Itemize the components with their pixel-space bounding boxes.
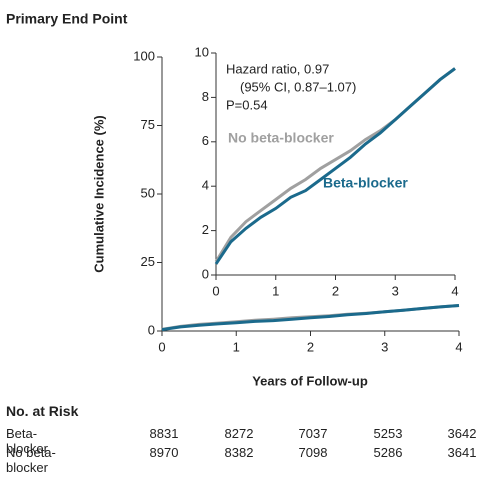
- risk-count: 8970: [149, 445, 179, 460]
- y-axis-label: Cumulative Incidence (%): [91, 115, 106, 272]
- x-tick-label: 1: [233, 339, 240, 354]
- series-line: [214, 67, 456, 265]
- risk-count: 8382: [224, 445, 254, 460]
- series-line: [161, 304, 460, 332]
- annotation: P=0.54: [226, 97, 268, 112]
- x-tick-label: 2: [332, 283, 339, 298]
- annotation: (95% CI, 0.87–1.07): [240, 79, 356, 94]
- series-label: No beta-blocker: [228, 130, 334, 146]
- chart: Primary End Point Cumulative Incidence (…: [6, 11, 463, 389]
- x-tick-label: 0: [158, 339, 165, 354]
- x-tick-label: 2: [307, 339, 314, 354]
- risk-count: 3642: [447, 426, 477, 441]
- x-tick-label: 3: [381, 339, 388, 354]
- risk-count: 5253: [373, 426, 403, 441]
- y-tick-label: 8: [202, 89, 209, 104]
- x-tick-label: 4: [455, 339, 462, 354]
- risk-count: 8272: [224, 426, 254, 441]
- y-tick-label: 10: [195, 44, 209, 59]
- risk-count: 5286: [373, 445, 403, 460]
- chart-title: Primary End Point: [6, 11, 128, 27]
- risk-title: No. at Risk: [6, 403, 79, 419]
- y-tick-label: 75: [141, 117, 155, 132]
- x-axis-label: Years of Follow-up: [252, 373, 368, 388]
- y-tick-label: 0: [202, 266, 209, 281]
- y-tick-label: 6: [202, 133, 209, 148]
- risk-count: 7037: [298, 426, 328, 441]
- x-tick-label: 1: [272, 283, 279, 298]
- y-tick-label: 2: [202, 222, 209, 237]
- y-tick-label: 4: [202, 178, 209, 193]
- series-label: Beta-blocker: [323, 175, 408, 191]
- annotation: Hazard ratio, 0.97: [226, 61, 329, 76]
- y-tick-label: 100: [133, 48, 155, 63]
- y-tick-label: 25: [141, 254, 155, 269]
- y-tick-label: 50: [141, 185, 155, 200]
- x-tick-label: 4: [451, 283, 458, 298]
- x-tick-label: 0: [212, 283, 219, 298]
- risk-row-label: Beta-blocker: [6, 426, 48, 456]
- y-tick-label: 0: [148, 322, 155, 337]
- x-tick-label: 3: [392, 283, 399, 298]
- risk-row-label: No beta-blocker: [6, 445, 56, 475]
- risk-count: 7098: [298, 445, 328, 460]
- risk-count: 3641: [447, 445, 477, 460]
- risk-count: 8831: [149, 426, 179, 441]
